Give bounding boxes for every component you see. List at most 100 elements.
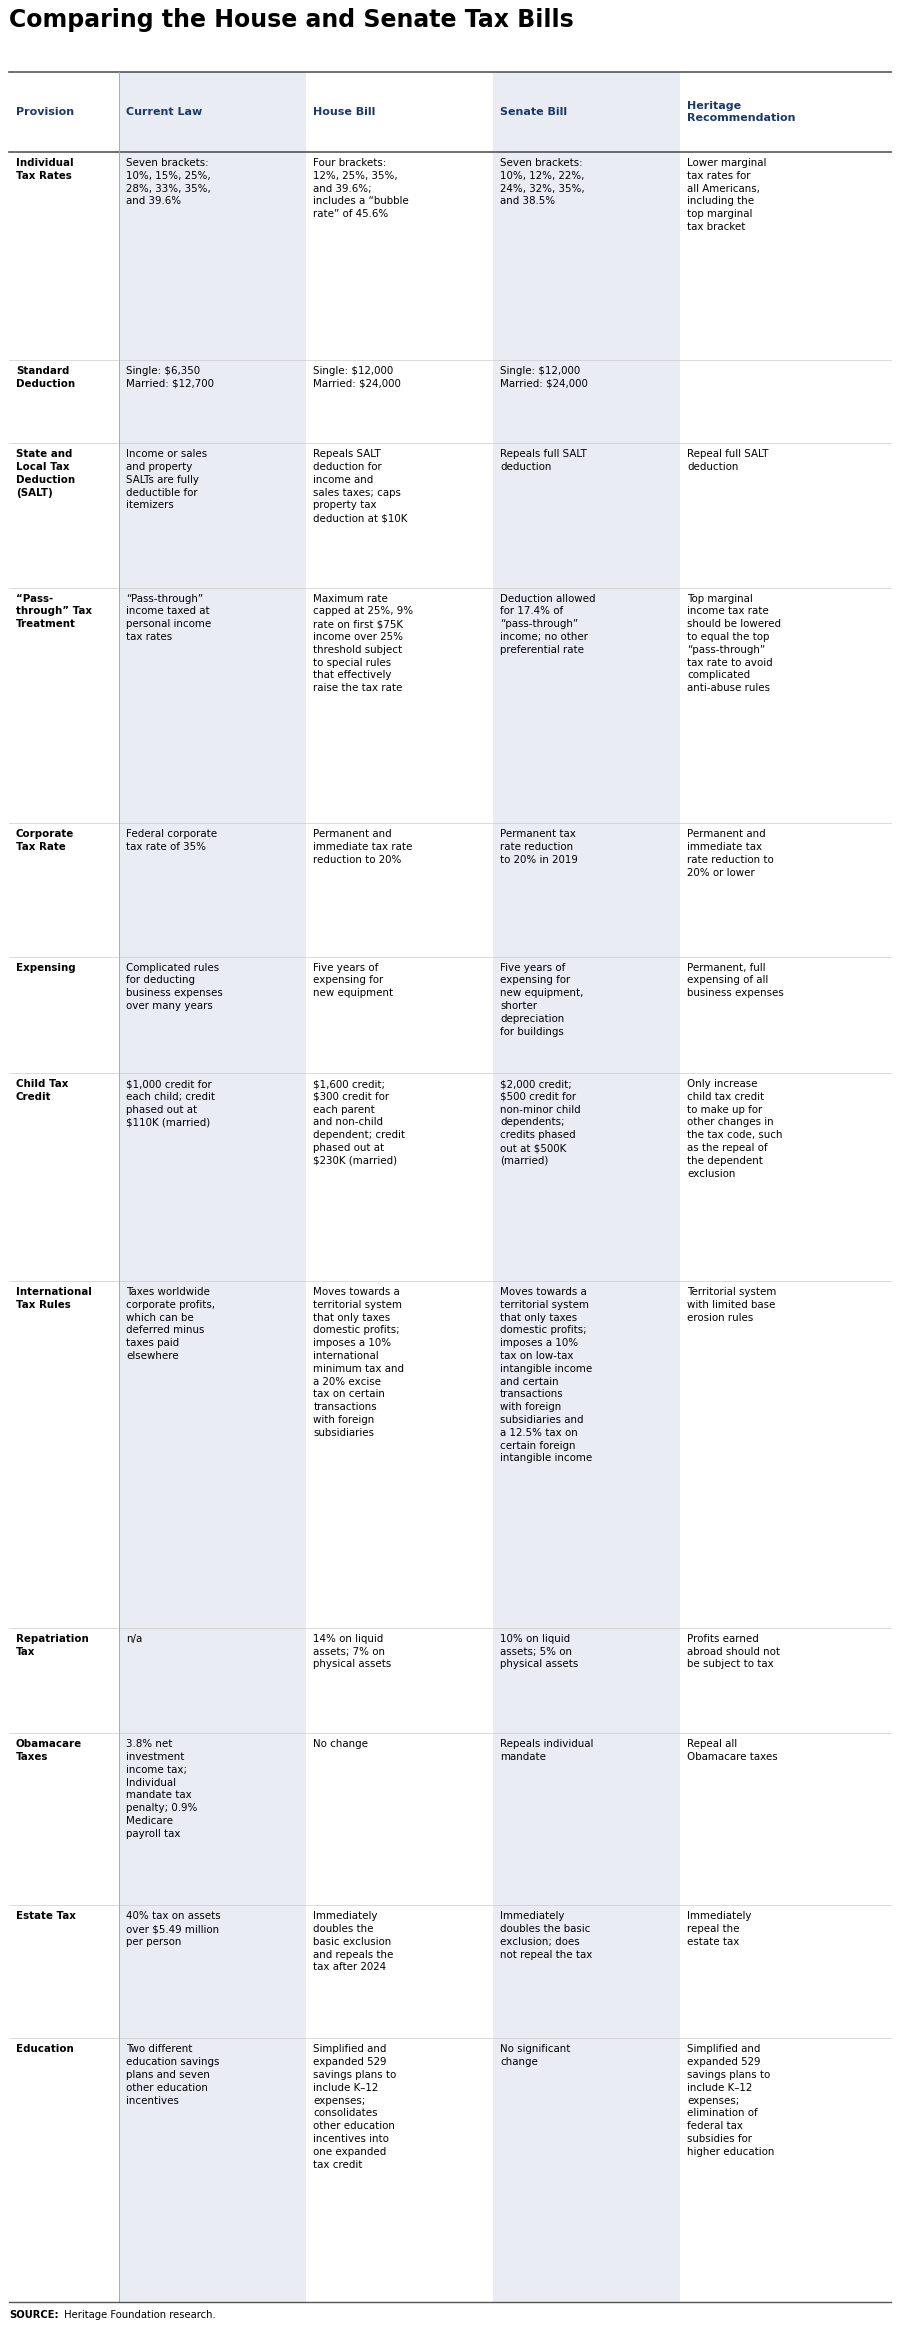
Bar <box>306 72 493 151</box>
Text: 3.8% net
investment
income tax;
Individual
mandate tax
penalty; 0.9%
Medicare
pa: 3.8% net investment income tax; Individu… <box>126 1738 198 1838</box>
Bar <box>493 1074 680 1282</box>
Bar <box>119 2039 306 2302</box>
Text: Seven brackets:
10%, 12%, 22%,
24%, 32%, 35%,
and 38.5%: Seven brackets: 10%, 12%, 22%, 24%, 32%,… <box>500 158 585 207</box>
Text: Maximum rate
capped at 25%, 9%
rate on first $75K
income over 25%
threshold subj: Maximum rate capped at 25%, 9% rate on f… <box>313 594 413 692</box>
Text: Corporate
Tax Rate: Corporate Tax Rate <box>16 829 74 853</box>
Bar <box>680 822 891 958</box>
Text: $2,000 credit;
$500 credit for
non-minor child
dependents;
credits phased
out at: $2,000 credit; $500 credit for non-minor… <box>500 1079 580 1165</box>
Text: Obamacare
Taxes: Obamacare Taxes <box>16 1738 82 1761</box>
Text: $1,000 credit for
each child; credit
phased out at
$110K (married): $1,000 credit for each child; credit pha… <box>126 1079 215 1128</box>
Text: Repatriation
Tax: Repatriation Tax <box>16 1633 89 1657</box>
Text: “Pass-
through” Tax
Treatment: “Pass- through” Tax Treatment <box>16 594 92 629</box>
Bar <box>119 443 306 587</box>
Text: Repeals individual
mandate: Repeals individual mandate <box>500 1738 593 1761</box>
Bar <box>9 1906 119 2039</box>
Bar <box>680 1282 891 1629</box>
Text: Heritage
Recommendation: Heritage Recommendation <box>687 100 796 123</box>
Bar <box>306 443 493 587</box>
Bar <box>306 1282 493 1629</box>
Bar <box>680 1734 891 1906</box>
Bar <box>306 1629 493 1734</box>
Bar <box>306 958 493 1074</box>
Bar <box>680 72 891 151</box>
Bar <box>680 1906 891 2039</box>
Bar <box>680 361 891 443</box>
Bar <box>306 2039 493 2302</box>
Text: 14% on liquid
assets; 7% on
physical assets: 14% on liquid assets; 7% on physical ass… <box>313 1633 392 1671</box>
Bar <box>9 151 119 361</box>
Bar <box>306 1074 493 1282</box>
Text: SOURCE:: SOURCE: <box>9 2309 58 2321</box>
Text: Immediately
repeal the
estate tax: Immediately repeal the estate tax <box>687 1911 752 1948</box>
Bar <box>680 1074 891 1282</box>
Text: Single: $12,000
Married: $24,000: Single: $12,000 Married: $24,000 <box>500 366 588 389</box>
Text: Education: Education <box>16 2043 74 2055</box>
Text: Complicated rules
for deducting
business expenses
over many years: Complicated rules for deducting business… <box>126 962 223 1011</box>
Bar <box>9 1282 119 1629</box>
Text: Provision: Provision <box>16 107 74 116</box>
Bar <box>306 151 493 361</box>
Text: Moves towards a
territorial system
that only taxes
domestic profits;
imposes a 1: Moves towards a territorial system that … <box>500 1286 592 1463</box>
Text: Simplified and
expanded 529
savings plans to
include K–12
expenses;
consolidates: Simplified and expanded 529 savings plan… <box>313 2043 396 2169</box>
Bar <box>9 822 119 958</box>
Bar <box>9 443 119 587</box>
Text: Only increase
child tax credit
to make up for
other changes in
the tax code, suc: Only increase child tax credit to make u… <box>687 1079 783 1179</box>
Bar <box>9 2039 119 2302</box>
Bar <box>9 1734 119 1906</box>
Text: Repeals full SALT
deduction: Repeals full SALT deduction <box>500 450 587 473</box>
Bar <box>119 151 306 361</box>
Bar <box>9 72 119 151</box>
Text: Deduction allowed
for 17.4% of
“pass-through”
income; no other
preferential rate: Deduction allowed for 17.4% of “pass-thr… <box>500 594 596 655</box>
Text: Profits earned
abroad should not
be subject to tax: Profits earned abroad should not be subj… <box>687 1633 780 1671</box>
Text: Top marginal
income tax rate
should be lowered
to equal the top
“pass-through”
t: Top marginal income tax rate should be l… <box>687 594 781 692</box>
Text: Lower marginal
tax rates for
all Americans,
including the
top marginal
tax brack: Lower marginal tax rates for all America… <box>687 158 767 233</box>
Text: 40% tax on assets
over $5.49 million
per person: 40% tax on assets over $5.49 million per… <box>126 1911 220 1948</box>
Bar <box>493 1906 680 2039</box>
Bar <box>119 1906 306 2039</box>
Text: Income or sales
and property
SALTs are fully
deductible for
itemizers: Income or sales and property SALTs are f… <box>126 450 207 510</box>
Bar <box>493 72 680 151</box>
Text: Repeal full SALT
deduction: Repeal full SALT deduction <box>687 450 769 473</box>
Text: Child Tax
Credit: Child Tax Credit <box>16 1079 68 1102</box>
Text: Immediately
doubles the basic
exclusion; does
not repeal the tax: Immediately doubles the basic exclusion;… <box>500 1911 592 1960</box>
Text: Heritage Foundation research.: Heritage Foundation research. <box>61 2309 216 2321</box>
Bar <box>680 2039 891 2302</box>
Bar <box>119 1629 306 1734</box>
Text: Expensing: Expensing <box>16 962 76 972</box>
Text: No significant
change: No significant change <box>500 2043 571 2067</box>
Text: Individual
Tax Rates: Individual Tax Rates <box>16 158 74 182</box>
Text: n/a: n/a <box>126 1633 142 1645</box>
Text: “Pass-through”
income taxed at
personal income
tax rates: “Pass-through” income taxed at personal … <box>126 594 212 643</box>
Text: Senate Bill: Senate Bill <box>500 107 567 116</box>
Text: Standard
Deduction: Standard Deduction <box>16 366 75 389</box>
Text: Territorial system
with limited base
erosion rules: Territorial system with limited base ero… <box>687 1286 777 1323</box>
Bar <box>119 1734 306 1906</box>
Bar <box>493 361 680 443</box>
Bar <box>493 151 680 361</box>
Text: Five years of
expensing for
new equipment: Five years of expensing for new equipmen… <box>313 962 393 997</box>
Bar <box>9 587 119 822</box>
Bar <box>493 2039 680 2302</box>
Text: State and
Local Tax
Deduction
(SALT): State and Local Tax Deduction (SALT) <box>16 450 75 499</box>
Text: Moves towards a
territorial system
that only taxes
domestic profits;
imposes a 1: Moves towards a territorial system that … <box>313 1286 404 1438</box>
Bar <box>9 1629 119 1734</box>
Bar <box>493 443 680 587</box>
Text: Federal corporate
tax rate of 35%: Federal corporate tax rate of 35% <box>126 829 218 853</box>
Bar <box>493 1282 680 1629</box>
Bar <box>306 1734 493 1906</box>
Text: Estate Tax: Estate Tax <box>16 1911 76 1922</box>
Text: Current Law: Current Law <box>126 107 202 116</box>
Bar <box>493 958 680 1074</box>
Bar <box>306 822 493 958</box>
Bar <box>306 1906 493 2039</box>
Text: Repeals SALT
deduction for
income and
sales taxes; caps
property tax
deduction a: Repeals SALT deduction for income and sa… <box>313 450 408 524</box>
Text: Single: $12,000
Married: $24,000: Single: $12,000 Married: $24,000 <box>313 366 401 389</box>
Bar <box>493 587 680 822</box>
Text: Two different
education savings
plans and seven
other education
incentives: Two different education savings plans an… <box>126 2043 220 2106</box>
Bar <box>9 1074 119 1282</box>
Bar <box>119 72 306 151</box>
Bar <box>306 587 493 822</box>
Bar <box>119 361 306 443</box>
Text: Permanent and
immediate tax
rate reduction to
20% or lower: Permanent and immediate tax rate reducti… <box>687 829 774 878</box>
Text: Taxes worldwide
corporate profits,
which can be
deferred minus
taxes paid
elsewh: Taxes worldwide corporate profits, which… <box>126 1286 215 1361</box>
